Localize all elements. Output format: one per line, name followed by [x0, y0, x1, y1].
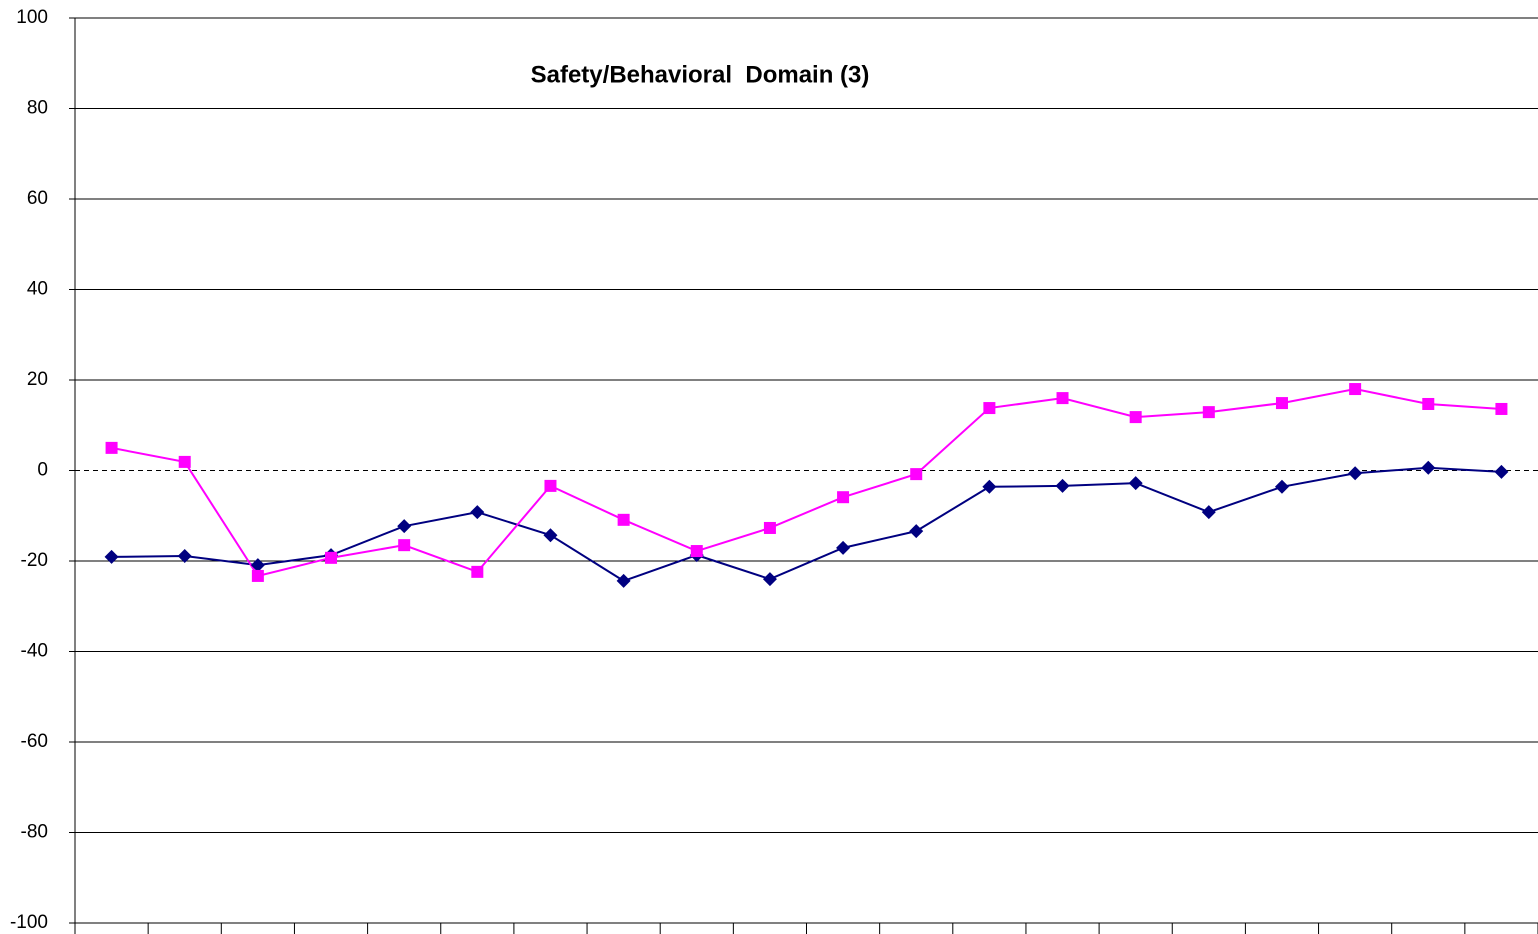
square-marker	[1349, 383, 1362, 396]
series-line	[111, 466, 1502, 583]
diamond-marker	[543, 528, 558, 543]
diamond-marker	[836, 540, 851, 555]
diamond-marker	[616, 573, 631, 588]
square-marker	[544, 479, 557, 492]
square-marker	[178, 455, 191, 468]
square-marker	[471, 565, 484, 578]
square-marker	[1202, 406, 1215, 419]
diamond-marker	[1274, 479, 1289, 494]
y-tick-label: -60	[21, 731, 48, 752]
y-tick-label: 40	[27, 279, 48, 300]
square-marker	[837, 491, 850, 504]
square-marker	[1275, 397, 1288, 410]
square-marker	[1056, 392, 1069, 405]
diamond-marker	[177, 549, 192, 564]
y-tick-label: -20	[21, 550, 48, 571]
diamond-marker	[397, 519, 412, 534]
y-tick-label: -80	[21, 822, 48, 843]
square-marker	[763, 521, 776, 534]
square-marker	[690, 545, 703, 558]
square-marker	[1129, 411, 1142, 424]
diamond-marker	[1494, 464, 1509, 479]
y-tick-label: 100	[16, 7, 48, 28]
diamond-marker	[1055, 478, 1070, 493]
square-marker	[251, 569, 264, 582]
square-marker	[1422, 397, 1435, 410]
square-marker	[1495, 402, 1508, 415]
y-tick-label: 20	[27, 369, 48, 390]
square-marker	[398, 539, 411, 552]
square-marker	[105, 441, 118, 454]
square-marker	[910, 468, 923, 481]
diamond-marker	[1128, 476, 1143, 491]
square-marker	[325, 551, 338, 564]
series-line	[111, 388, 1502, 578]
diamond-marker	[1201, 505, 1216, 520]
square-marker	[617, 513, 630, 526]
square-marker	[983, 402, 996, 415]
diamond-marker	[762, 572, 777, 587]
y-tick-label: 80	[27, 98, 48, 119]
diamond-marker	[1348, 466, 1363, 481]
diamond-marker	[104, 549, 119, 564]
y-tick-label: 0	[37, 460, 48, 481]
y-tick-label: 60	[27, 188, 48, 209]
diamond-marker	[982, 479, 997, 494]
y-tick-label: -100	[10, 912, 48, 933]
y-tick-label: -40	[21, 641, 48, 662]
diamond-marker	[909, 524, 924, 539]
chart-title: Safety/Behavioral Domain (3)	[531, 61, 870, 88]
diamond-marker	[250, 558, 265, 573]
diamond-marker	[470, 505, 485, 520]
diamond-marker	[1421, 460, 1436, 475]
